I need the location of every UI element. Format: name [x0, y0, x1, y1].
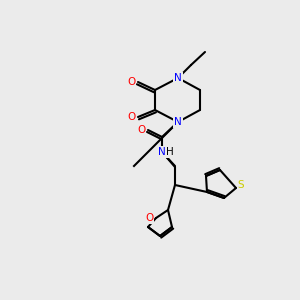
Text: O: O: [127, 77, 135, 87]
Text: H: H: [166, 147, 174, 157]
Text: O: O: [127, 112, 135, 122]
Text: N: N: [158, 147, 166, 157]
Text: O: O: [137, 125, 145, 135]
Text: O: O: [145, 213, 153, 223]
Text: N: N: [174, 73, 182, 83]
Text: S: S: [238, 180, 244, 190]
Text: N: N: [174, 117, 182, 127]
